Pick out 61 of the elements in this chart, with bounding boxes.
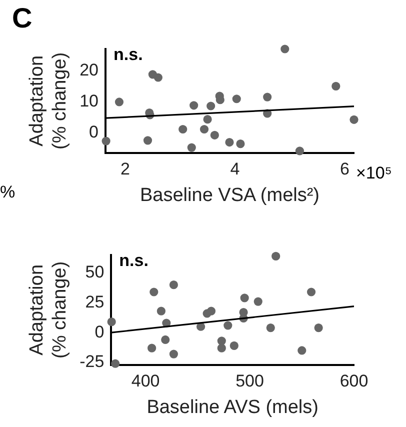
point (314, 324, 323, 332)
point (200, 124, 209, 134)
point (217, 336, 226, 346)
y-axis-title: Adaptation (% change) (26, 52, 70, 150)
point (306, 288, 316, 296)
y-tick-label: 10 (80, 91, 99, 110)
point (169, 350, 178, 358)
point (190, 101, 198, 110)
point (178, 124, 188, 134)
point (217, 344, 226, 352)
point (236, 140, 245, 148)
chart-title: C (12, 2, 32, 34)
point (295, 146, 304, 156)
point (102, 136, 110, 146)
x-axis-title: Baseline AVS (mels) (146, 396, 318, 418)
x-tick-label: 400 (131, 372, 160, 391)
point (107, 318, 116, 326)
point (206, 102, 216, 110)
point (148, 344, 156, 352)
point (240, 294, 249, 302)
y-tick-label: -25 (80, 352, 104, 372)
point (263, 92, 272, 102)
point (230, 341, 238, 350)
point (225, 138, 234, 147)
point (156, 306, 166, 316)
point (210, 130, 219, 140)
y-tick-label: 25 (85, 292, 104, 312)
point (161, 335, 170, 344)
point (114, 98, 124, 106)
point (111, 359, 120, 368)
point (280, 44, 290, 54)
text: ×10⁵ (356, 163, 392, 182)
point (187, 143, 196, 152)
point (254, 297, 262, 306)
point (206, 306, 216, 316)
text: % (0, 182, 16, 202)
point (224, 321, 232, 330)
point (143, 136, 152, 145)
point (350, 115, 358, 124)
point (272, 252, 280, 260)
point (203, 115, 212, 124)
x-tick-label: 6 (340, 160, 350, 179)
x-tick-label: 4 (230, 160, 240, 179)
point (266, 324, 275, 332)
y-tick-label: 0 (89, 122, 99, 142)
point (154, 73, 162, 82)
y-tick-label: 50 (85, 262, 104, 282)
x-tick-label: 500 (236, 372, 264, 391)
point (298, 346, 306, 355)
annotation: n.s. (119, 251, 148, 270)
point (169, 280, 178, 290)
y-tick-label: 0 (94, 322, 104, 342)
point (150, 288, 158, 296)
point (332, 82, 340, 90)
x-tick-label: 2 (120, 160, 130, 179)
x-tick-label: 600 (340, 372, 368, 391)
annotation: n.s. (114, 45, 143, 64)
y-axis-title: Adaptation (% change) (26, 261, 70, 358)
point (232, 94, 241, 104)
x-axis-title: Baseline VSA (mels²) (140, 184, 320, 206)
y-tick-label: 20 (80, 60, 99, 80)
